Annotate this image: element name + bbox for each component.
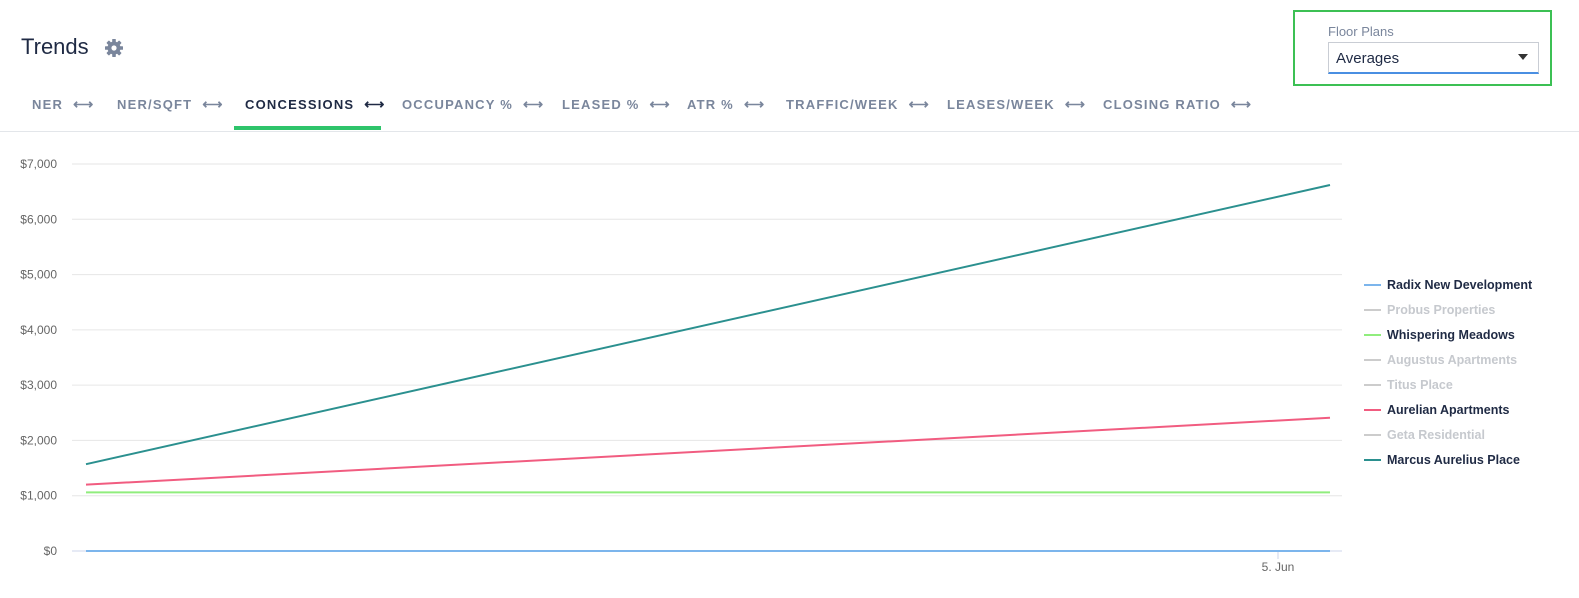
legend-swatch [1364,433,1381,436]
active-tab-indicator [234,126,381,130]
legend-item[interactable]: Aurelian Apartments [1364,397,1574,422]
legend-item[interactable]: Whispering Meadows [1364,322,1574,347]
legend-swatch [1364,408,1381,411]
resize-arrow-icon: ⟷ [202,95,223,112]
y-tick-label: $3,000 [20,378,57,392]
legend-swatch [1364,333,1381,336]
legend-swatch [1364,358,1381,361]
tab-ner[interactable]: NER ⟷ [32,95,94,112]
legend-item[interactable]: Radix New Development [1364,272,1574,297]
y-tick-label: $5,000 [20,268,57,282]
series-line-aurelian-apartments[interactable] [85,416,1331,486]
concessions-line-chart: $0 $1,000 $2,000 $3,000 $4,000 $5,000 $6,000 $7… [20,157,1342,574]
legend-label: Titus Place [1387,377,1453,392]
y-tick-label: $2,000 [20,433,57,447]
caret-down-icon [1518,54,1528,60]
legend-swatch [1364,283,1381,286]
x-tick-label: 5. Jun [1262,560,1295,574]
floor-plans-select[interactable]: Averages [1328,42,1539,74]
resize-arrow-icon: ⟷ [73,95,94,112]
gear-icon[interactable] [104,38,124,58]
y-tick-label: $0 [44,544,58,558]
resize-arrow-icon: ⟷ [1064,95,1085,112]
y-tick-label: $6,000 [20,212,57,226]
metric-tabs: NER ⟷ NER/SQFT ⟷ CONCESSIONS ⟷ OCCUPANCY % ⟷… [0,80,1579,132]
tab-concessions[interactable]: CONCESSIONS ⟷ [245,95,385,112]
floor-plans-selected-value: Averages [1336,50,1400,67]
tab-traffic-week[interactable]: TRAFFIC/WEEK ⟷ [786,95,929,112]
tab-ner-sqft[interactable]: NER/SQFT ⟷ [117,95,223,112]
legend-swatch [1364,458,1381,461]
tab-atr[interactable]: ATR % ⟷ [687,95,765,112]
legend-label: Whispering Meadows [1387,327,1515,342]
floor-plans-filter: Floor Plans Averages [1293,10,1552,86]
resize-arrow-icon: ⟷ [908,95,929,112]
tab-leases-week[interactable]: LEASES/WEEK ⟷ [947,95,1085,112]
legend-label: Marcus Aurelius Place [1387,452,1520,467]
tab-occupancy[interactable]: OCCUPANCY % ⟷ [402,95,544,112]
legend-item[interactable]: Geta Residential [1364,422,1574,447]
chart-legend: Radix New Development Probus Properties Wh… [1364,272,1574,472]
legend-label: Probus Properties [1387,302,1496,317]
y-tick-label: $7,000 [20,157,57,171]
legend-label: Augustus Apartments [1387,352,1518,367]
legend-label: Geta Residential [1387,427,1485,442]
legend-label: Aurelian Apartments [1387,402,1510,417]
resize-arrow-icon: ⟷ [364,95,385,112]
page-title: Trends [21,34,89,59]
resize-arrow-icon: ⟷ [743,95,765,112]
legend-item[interactable]: Marcus Aurelius Place [1364,447,1574,472]
resize-arrow-icon: ⟷ [522,95,544,112]
resize-arrow-icon: ⟷ [649,95,670,112]
legend-item[interactable]: Titus Place [1364,372,1574,397]
legend-item[interactable]: Augustus Apartments [1364,347,1574,372]
tab-closing-ratio[interactable]: CLOSING RATIO ⟷ [1103,95,1251,112]
series-line-marcus-aurelius-place[interactable] [85,184,1331,466]
legend-swatch [1364,383,1381,386]
legend-item[interactable]: Probus Properties [1364,297,1574,322]
floor-plans-label: Floor Plans [1328,24,1394,39]
legend-swatch [1364,308,1381,311]
y-tick-label: $4,000 [20,323,57,337]
y-tick-label: $1,000 [20,489,57,503]
legend-label: Radix New Development [1387,277,1533,292]
tab-leased[interactable]: LEASED % ⟷ [562,95,670,112]
resize-arrow-icon: ⟷ [1230,95,1251,112]
